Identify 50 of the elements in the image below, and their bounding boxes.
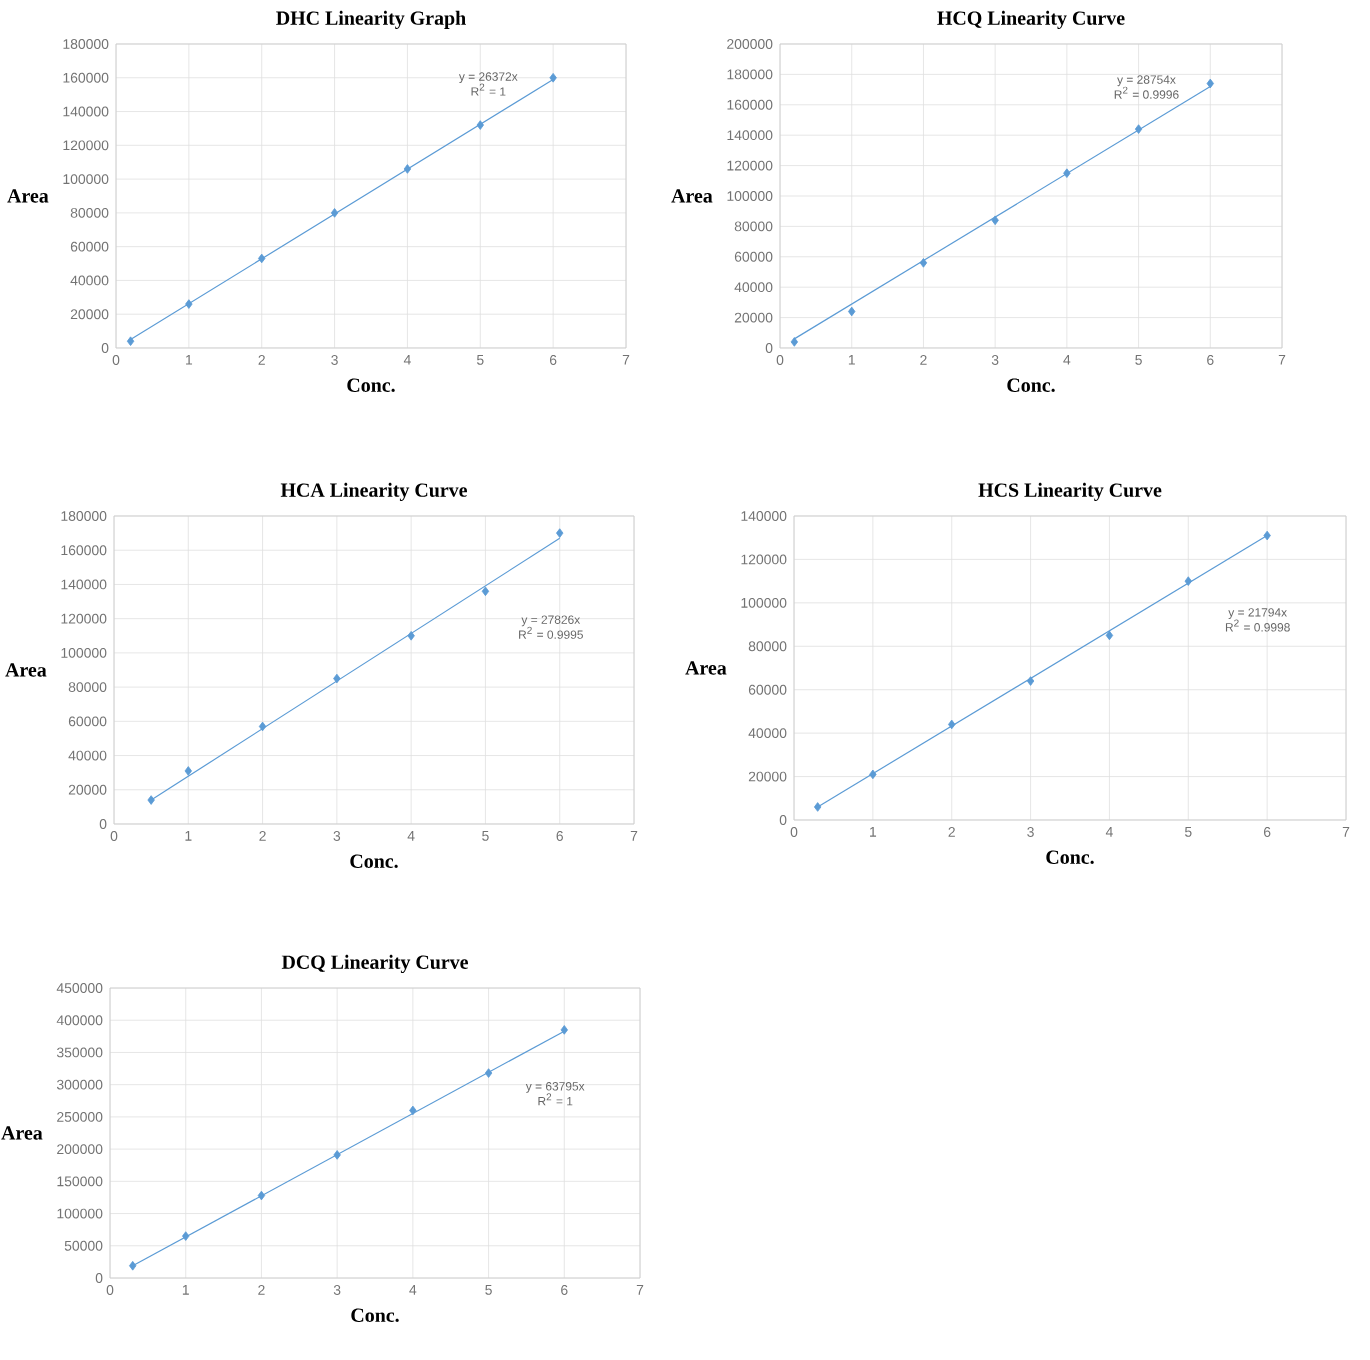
point xyxy=(333,673,341,684)
chart-title: DCQ Linearity Curve xyxy=(281,954,469,973)
point xyxy=(481,586,490,597)
point xyxy=(330,208,339,218)
point xyxy=(129,1260,137,1271)
point xyxy=(258,253,266,264)
point xyxy=(790,337,799,347)
point xyxy=(1134,124,1143,134)
y-axis-title: Area xyxy=(7,189,49,203)
y-axis-title: Area xyxy=(5,663,47,677)
x-axis-title: Conc. xyxy=(351,1308,399,1323)
point xyxy=(147,795,155,805)
point xyxy=(1063,168,1071,178)
point xyxy=(991,215,999,226)
x-axis-title: Conc. xyxy=(347,378,395,393)
y-axis-title: Area xyxy=(685,661,727,675)
point xyxy=(258,721,267,732)
x-axis-title: Conc. xyxy=(350,854,398,869)
point xyxy=(556,528,564,538)
point xyxy=(407,630,415,641)
chart-title: HCA Linearity Curve xyxy=(280,482,468,501)
point xyxy=(1026,676,1035,686)
point xyxy=(484,1068,493,1078)
point xyxy=(126,336,135,347)
chart-title: DHC Linearity Graph xyxy=(276,10,466,29)
point xyxy=(333,1150,341,1160)
x-axis-title: Conc. xyxy=(1007,378,1055,393)
y-axis-title: Area xyxy=(671,189,713,203)
point xyxy=(409,1105,417,1116)
point xyxy=(403,164,412,174)
point xyxy=(848,306,856,317)
point xyxy=(257,1190,266,1201)
point xyxy=(948,719,956,730)
point xyxy=(185,299,193,309)
chart-title: HCQ Linearity Curve xyxy=(937,10,1125,29)
point xyxy=(1105,630,1114,641)
point xyxy=(1206,78,1214,89)
chart-title: HCS Linearity Curve xyxy=(978,482,1162,501)
point xyxy=(869,769,877,780)
y-axis-title: Area xyxy=(1,1126,43,1140)
point xyxy=(1263,530,1271,541)
point xyxy=(549,72,557,83)
x-axis-title: Conc. xyxy=(1046,850,1094,865)
point xyxy=(560,1025,568,1035)
point xyxy=(1184,576,1192,586)
point xyxy=(476,120,484,130)
point xyxy=(182,1231,190,1241)
point xyxy=(184,766,192,776)
point xyxy=(813,802,822,812)
point xyxy=(919,258,928,268)
